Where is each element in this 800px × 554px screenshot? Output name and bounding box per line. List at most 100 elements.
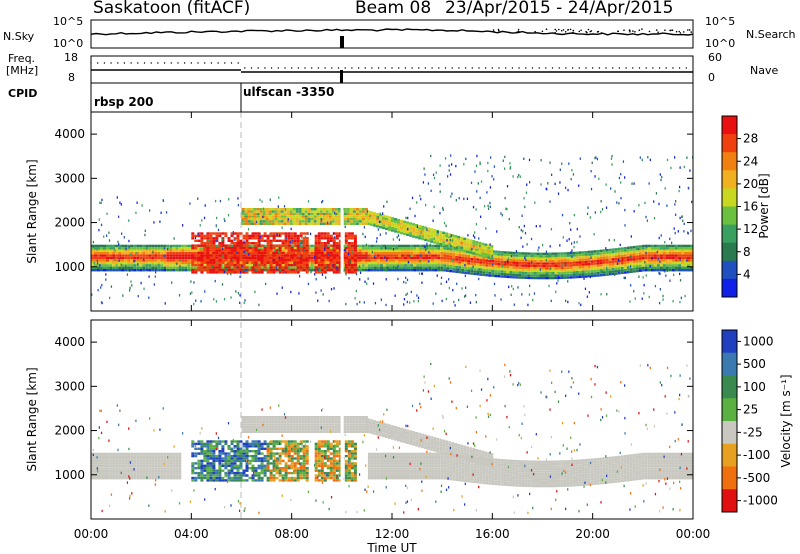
power-noise — [237, 204, 240, 207]
power-noise — [269, 233, 271, 236]
power-cell — [251, 237, 255, 240]
power-cell — [428, 252, 432, 255]
power-cell — [112, 244, 116, 248]
power-cell — [302, 268, 306, 272]
power-cell — [428, 264, 432, 267]
power-cell — [218, 234, 222, 238]
power-noise — [687, 231, 689, 234]
velocity-cell — [410, 462, 414, 465]
power-cell — [413, 261, 417, 265]
power-cell — [410, 264, 414, 267]
power-noise — [487, 204, 489, 207]
power-cell — [172, 244, 176, 248]
velocity-cell — [383, 462, 387, 465]
power-cell — [527, 264, 531, 267]
velocity-cell — [416, 457, 420, 460]
power-cell — [97, 249, 101, 252]
velocity-cell — [166, 469, 170, 473]
power-cell — [542, 255, 546, 258]
velocity-cell — [97, 455, 101, 458]
power-cell — [310, 208, 314, 211]
power-cell — [575, 271, 579, 274]
power-cell — [482, 266, 486, 269]
power-noise — [422, 181, 425, 184]
power-cell — [305, 244, 309, 247]
power-noise — [524, 232, 527, 235]
power-cell — [545, 274, 549, 277]
power-cell — [361, 222, 365, 225]
power-cell — [109, 259, 113, 262]
power-cell — [596, 257, 600, 260]
power-noise — [373, 255, 376, 259]
power-cell — [317, 263, 321, 267]
power-noise — [567, 188, 569, 192]
velocity-cell — [395, 460, 399, 463]
power-noise — [385, 303, 387, 307]
power-cell — [200, 271, 204, 274]
power-cell — [331, 210, 335, 213]
power-cell — [521, 252, 525, 255]
power-noise — [512, 287, 514, 291]
power-cell — [424, 231, 428, 234]
power-cell — [431, 252, 435, 255]
power-cell — [169, 259, 173, 262]
power-noise — [420, 231, 422, 234]
power-cell — [428, 266, 432, 269]
power-cell — [314, 271, 318, 274]
velocity-cell — [112, 460, 116, 463]
power-cell — [674, 247, 678, 250]
power-noise — [671, 241, 673, 245]
velocity-cell — [124, 469, 128, 473]
power-cell — [638, 250, 642, 253]
power-cell — [118, 264, 122, 267]
power-cell — [671, 259, 675, 262]
power-cell — [400, 219, 404, 223]
power-cell — [148, 261, 152, 265]
power-cell — [154, 256, 158, 260]
power-cell — [266, 246, 270, 250]
power-noise — [610, 187, 612, 190]
power-cell — [314, 239, 318, 242]
power-cell — [139, 254, 143, 257]
power-cell — [281, 261, 285, 264]
power-cell — [533, 269, 537, 272]
power-cell — [460, 236, 464, 240]
power-cell — [257, 266, 261, 269]
power-cell — [332, 244, 336, 247]
power-cell — [464, 252, 468, 255]
power-cell — [157, 261, 161, 265]
power-cell — [366, 220, 370, 223]
power-noise — [648, 182, 650, 185]
power-cell — [242, 271, 246, 274]
power-noise — [283, 205, 286, 208]
power-cell — [220, 264, 224, 267]
power-cell — [200, 251, 204, 255]
power-cell — [392, 269, 396, 272]
velocity-cell — [395, 464, 399, 468]
power-noise — [610, 157, 613, 160]
power-cell — [221, 268, 225, 272]
power-cell — [212, 251, 216, 255]
power-noise — [664, 270, 666, 273]
power-noise — [433, 205, 435, 209]
nave-dot — [645, 67, 647, 69]
power-noise — [506, 260, 509, 263]
power-cell — [687, 269, 691, 272]
power-noise — [442, 206, 444, 210]
power-cell — [269, 244, 273, 247]
velocity-cell — [428, 460, 432, 463]
power-cell — [260, 256, 264, 259]
power-cell — [472, 247, 476, 250]
power-noise — [413, 300, 415, 303]
power-cell — [203, 237, 207, 240]
power-cell — [329, 237, 333, 240]
power-cell — [142, 256, 146, 260]
power-cell — [530, 269, 534, 272]
power-cell — [395, 259, 399, 262]
power-cell — [458, 251, 462, 254]
power-cell — [437, 269, 441, 272]
power-cell — [437, 266, 441, 269]
power-cell — [257, 249, 261, 252]
power-noise — [659, 272, 661, 275]
power-cell — [230, 268, 234, 272]
